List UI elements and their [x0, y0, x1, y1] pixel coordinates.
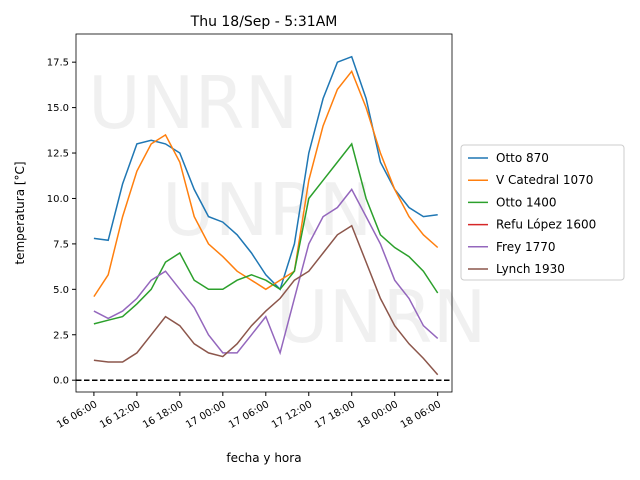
- series-line: [93, 142, 439, 325]
- y-tick-label: 0.0: [53, 376, 69, 387]
- y-tick-label: 15.0: [47, 103, 69, 114]
- legend-label: Otto 1400: [496, 195, 557, 209]
- y-tick-label: 7.5: [53, 239, 69, 250]
- x-tick-label: 17 06:00: [227, 399, 271, 431]
- legend: Otto 870 V Catedral 1070 Otto 1400 Refu Lóp…: [460, 144, 625, 281]
- legend-label: Otto 870: [496, 151, 549, 165]
- x-tick-label: 16 06:00: [55, 399, 99, 431]
- y-axis-label: temperatura [°C]: [13, 161, 27, 264]
- x-tick-label: 16 18:00: [141, 399, 185, 431]
- y-tick-label: 17.5: [47, 58, 69, 69]
- series-line: [93, 188, 439, 356]
- x-tick-label: 18 06:00: [399, 399, 443, 431]
- series-line: [93, 69, 439, 298]
- x-tick-label: 16 12:00: [98, 399, 142, 431]
- y-tick-label: 2.5: [53, 330, 69, 341]
- legend-label: Frey 1770: [496, 240, 556, 254]
- x-tick-label: 17 18:00: [313, 399, 357, 431]
- x-tick-label: 17 12:00: [270, 399, 314, 431]
- x-tick-label: 17 00:00: [184, 399, 228, 431]
- legend-label: V Catedral 1070: [496, 173, 593, 187]
- chart-title: Thu 18/Sep - 5:31AM: [190, 14, 338, 30]
- legend-frame: [460, 144, 625, 281]
- y-tick-label: 12.5: [47, 149, 69, 160]
- x-axis-label: fecha y hora: [226, 451, 301, 465]
- legend-label: Lynch 1930: [496, 262, 565, 276]
- legend-label: Refu López 1600: [496, 218, 596, 232]
- watermark: UNRN: [162, 168, 372, 252]
- watermark: UNRN: [276, 275, 486, 359]
- series-line: [93, 55, 438, 291]
- y-tick-label: 5.0: [53, 285, 69, 296]
- series-line: [93, 224, 439, 376]
- plot-frame: [75, 33, 453, 393]
- x-tick-label: 18 00:00: [356, 399, 400, 431]
- y-tick-label: 10.0: [47, 194, 69, 205]
- watermark: UNRN: [88, 61, 298, 145]
